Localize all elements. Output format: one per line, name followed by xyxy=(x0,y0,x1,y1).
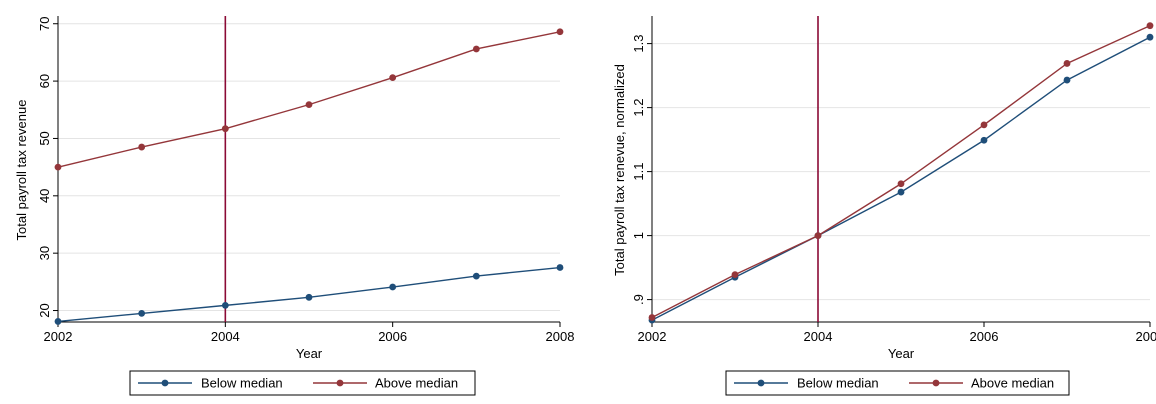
data-point xyxy=(305,101,313,109)
chart-panel-2: .9 1 1.1 1.2 1.3 2002 2004 2006 2008 Year Total pa… xyxy=(612,16,1156,396)
y-tick-label: 1.3 xyxy=(631,35,646,53)
data-point xyxy=(648,314,656,321)
y-tick-label: .9 xyxy=(631,294,646,305)
x-tick-label: 2004 xyxy=(804,329,833,344)
x-tick-label: 2004 xyxy=(211,329,240,344)
x-axis-title: Year xyxy=(888,346,915,361)
data-point xyxy=(556,28,564,36)
data-point xyxy=(221,125,229,133)
y-tick-label: 1 xyxy=(631,232,646,239)
data-point xyxy=(897,188,905,196)
data-point xyxy=(54,163,62,171)
y-tick-label: 60 xyxy=(37,74,52,88)
x-tick-label: 2002 xyxy=(44,329,73,344)
x-axis-title: Year xyxy=(296,346,323,361)
x-tick-label: 2008 xyxy=(1136,329,1156,344)
data-point xyxy=(1063,76,1071,84)
data-point xyxy=(472,272,480,280)
y-axis-title: Total payroll tax revenue xyxy=(14,100,29,241)
data-point xyxy=(980,136,988,144)
legend-swatch-marker xyxy=(757,379,765,387)
x-tick-label: 2006 xyxy=(378,329,407,344)
x-tick-label: 2008 xyxy=(546,329,575,344)
y-tick-label: 50 xyxy=(37,131,52,145)
data-point xyxy=(138,143,146,151)
series-line-2 xyxy=(57,31,561,168)
y-axis-title: Total payroll tax renevue, normalized xyxy=(612,64,627,276)
data-point xyxy=(556,264,564,271)
legend-label: Above median xyxy=(375,376,458,391)
legend-swatch-marker xyxy=(932,379,940,387)
legend: Below median Above median xyxy=(129,370,476,396)
data-point xyxy=(389,74,397,82)
data-point xyxy=(814,232,822,240)
legend: Below median Above median xyxy=(725,370,1070,396)
data-point xyxy=(897,180,905,188)
chart-panel-1: 20 30 40 50 60 70 2002 2004 2006 2008 Year Total pa… xyxy=(14,16,575,396)
data-point xyxy=(731,271,739,279)
data-point xyxy=(1063,60,1071,67)
legend-label: Below median xyxy=(797,376,879,391)
y-tick-label: 70 xyxy=(37,17,52,31)
y-tick-label: 30 xyxy=(37,246,52,260)
data-point xyxy=(1146,33,1154,41)
data-point xyxy=(305,293,313,301)
legend-label: Below median xyxy=(201,376,283,391)
data-point xyxy=(472,45,480,53)
data-point xyxy=(389,283,397,291)
x-tick-label: 2006 xyxy=(970,329,999,344)
data-point xyxy=(54,318,62,325)
data-point xyxy=(138,309,146,317)
y-tick-label: 40 xyxy=(37,189,52,203)
y-tick-label: 1.2 xyxy=(631,99,646,117)
legend-swatch-marker xyxy=(161,379,169,387)
legend-label: Above median xyxy=(971,376,1054,391)
data-point xyxy=(1146,22,1154,30)
data-point xyxy=(980,121,988,129)
series-line-1 xyxy=(651,36,1151,321)
y-tick-label: 20 xyxy=(37,303,52,317)
x-tick-label: 2002 xyxy=(638,329,667,344)
legend-swatch-marker xyxy=(336,379,344,387)
data-point xyxy=(221,301,229,309)
y-tick-label: 1.1 xyxy=(631,163,646,181)
